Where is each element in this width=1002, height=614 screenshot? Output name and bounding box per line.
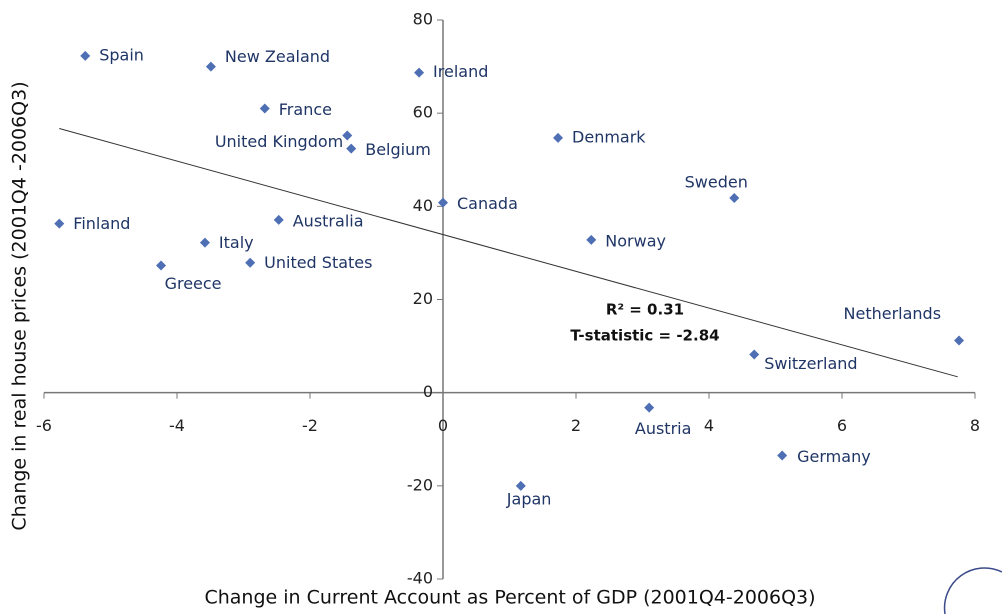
point-label: Germany bbox=[797, 447, 871, 466]
point-label: Switzerland bbox=[764, 354, 857, 373]
x-tick-label: 0 bbox=[438, 416, 448, 435]
point-label: United Kingdom bbox=[215, 132, 343, 151]
point bbox=[729, 192, 740, 203]
annotation: T-statistic = -2.84 bbox=[570, 327, 719, 345]
point bbox=[515, 480, 526, 491]
point-label: Netherlands bbox=[844, 304, 942, 323]
y-tick-label: 60 bbox=[413, 103, 433, 122]
x-tick-label: -6 bbox=[36, 416, 52, 435]
point-label: Spain bbox=[99, 45, 144, 64]
point bbox=[553, 132, 564, 143]
point-label: Australia bbox=[293, 211, 364, 230]
point bbox=[749, 349, 760, 360]
y-tick-label: 40 bbox=[413, 196, 433, 215]
x-tick-label: -2 bbox=[302, 416, 318, 435]
point-label: Ireland bbox=[433, 62, 488, 81]
point-label: Japan bbox=[506, 489, 552, 508]
y-tick-label: -20 bbox=[407, 475, 433, 494]
point bbox=[156, 260, 167, 271]
y-tick-label: 20 bbox=[413, 289, 433, 308]
point-label: Austria bbox=[635, 419, 692, 438]
point bbox=[205, 61, 216, 72]
point-label: Finland bbox=[73, 214, 130, 233]
point bbox=[777, 450, 788, 461]
point-label: Sweden bbox=[685, 172, 748, 191]
point bbox=[342, 130, 353, 141]
x-tick-label: 6 bbox=[837, 416, 847, 435]
y-axis-title: Change in real house prices (2001Q4 -200… bbox=[9, 81, 31, 530]
point-label: France bbox=[279, 100, 332, 119]
point bbox=[80, 50, 91, 61]
x-tick-label: 2 bbox=[571, 416, 581, 435]
point-label: Norway bbox=[605, 231, 666, 250]
point bbox=[54, 218, 65, 229]
point bbox=[245, 257, 256, 268]
point bbox=[586, 234, 597, 245]
x-axis-title: Change in Current Account as Percent of … bbox=[204, 587, 815, 609]
point-label: Italy bbox=[219, 233, 254, 252]
point bbox=[199, 237, 210, 248]
point bbox=[954, 335, 965, 346]
point bbox=[438, 197, 448, 208]
trendline bbox=[59, 128, 958, 378]
y-tick-label: 80 bbox=[413, 10, 433, 29]
point bbox=[259, 103, 270, 114]
decoration bbox=[943, 567, 1002, 614]
x-tick-label: -4 bbox=[169, 416, 185, 435]
point-label: Canada bbox=[457, 194, 518, 213]
x-tick-label: 8 bbox=[970, 416, 980, 435]
y-tick-label: 0 bbox=[423, 382, 433, 401]
point-label: United States bbox=[264, 253, 372, 272]
point bbox=[346, 143, 357, 154]
point-label: New Zealand bbox=[225, 47, 330, 66]
point bbox=[273, 214, 284, 225]
point-label: Greece bbox=[165, 274, 222, 293]
point bbox=[414, 67, 425, 78]
point-label: Denmark bbox=[572, 127, 646, 146]
y-tick-label: -40 bbox=[407, 569, 433, 588]
annotation: R² = 0.31 bbox=[606, 301, 684, 319]
x-tick-label: 4 bbox=[704, 416, 714, 435]
point-label: Belgium bbox=[365, 140, 431, 159]
point bbox=[644, 402, 655, 413]
